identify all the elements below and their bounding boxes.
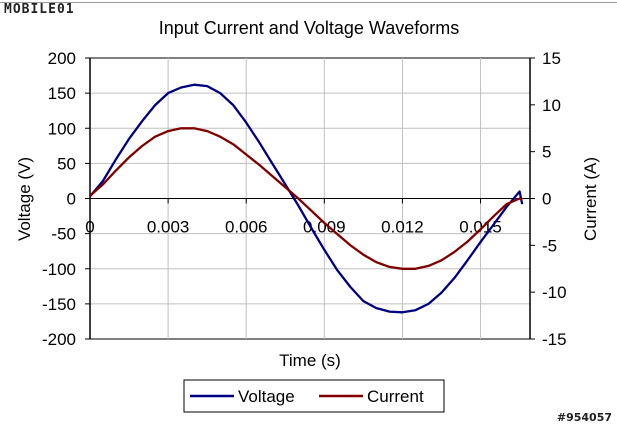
y-tick-label: 200 <box>48 49 76 68</box>
brand-logo: MOBILE01 <box>4 2 75 17</box>
top-border-line <box>0 2 617 3</box>
x-tick-label: 0.015 <box>459 218 502 237</box>
y2-tick-label: -10 <box>542 283 567 302</box>
y-tick-label: -150 <box>42 295 76 314</box>
y2-tick-label: 15 <box>542 49 561 68</box>
y2-axis-label: Current (A) <box>581 157 600 241</box>
y-tick-label: 100 <box>48 119 76 138</box>
x-tick-label: 0.012 <box>381 218 424 237</box>
series-line-voltage <box>89 83 524 314</box>
chart-title: Input Current and Voltage Waveforms <box>159 18 460 38</box>
x-tick-label: 0.003 <box>147 218 190 237</box>
series-line-current <box>89 127 523 270</box>
legend: Voltage Current <box>183 379 445 413</box>
y-tick-label: 50 <box>57 154 76 173</box>
y-tick-label: -200 <box>42 330 76 349</box>
y2-tick-label: 5 <box>542 143 551 162</box>
series-lines <box>89 83 524 314</box>
y-axis-label: Voltage (V) <box>15 157 34 241</box>
x-tick-label: 0.006 <box>225 218 268 237</box>
x-axis-label: Time (s) <box>279 351 341 370</box>
y2-tick-label: 10 <box>542 96 561 115</box>
y2-tick-label: -5 <box>542 236 557 255</box>
y-tick-label: -100 <box>42 260 76 279</box>
axis-ticks: 200150100500-50-100-150-200151050-5-10-1… <box>42 49 567 349</box>
legend-label-current: Current <box>367 387 424 406</box>
legend-label-voltage: Voltage <box>238 387 295 406</box>
x-tick-label: 0 <box>85 218 94 237</box>
y-tick-label: -50 <box>51 225 76 244</box>
y-tick-label: 0 <box>67 190 76 209</box>
y2-tick-label: 0 <box>542 190 551 209</box>
y2-tick-label: -15 <box>542 330 567 349</box>
y-tick-label: 150 <box>48 84 76 103</box>
watermark-id: #954057 <box>556 411 612 424</box>
